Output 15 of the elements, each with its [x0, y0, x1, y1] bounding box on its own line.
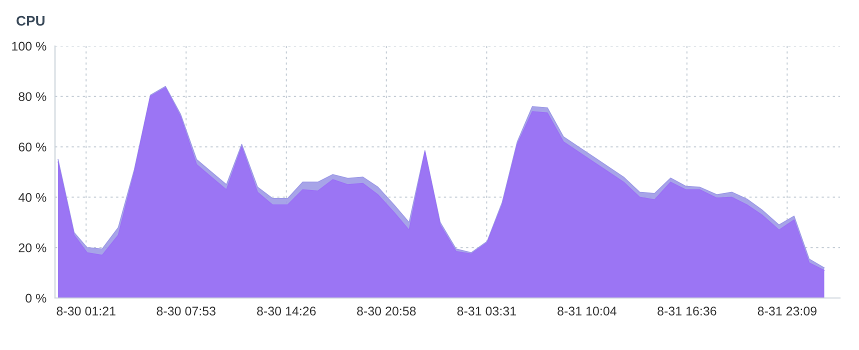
y-tick-label: 100 %	[12, 42, 46, 51]
x-tick-label: 8-30 14:26	[257, 306, 316, 316]
y-tick-label: 60 %	[18, 142, 46, 152]
x-tick-label: 8-31 03:31	[457, 306, 516, 316]
x-tick-label: 8-30 07:53	[156, 306, 216, 316]
y-tick-label: 40 %	[18, 193, 46, 202]
chart-title: CPU	[16, 16, 44, 26]
x-tick-label: 8-31 23:09	[758, 306, 816, 316]
y-tick-label: 0 %	[26, 294, 46, 303]
y-tick-label: 20 %	[18, 243, 46, 252]
x-tick-label: 8-31 16:36	[658, 306, 716, 316]
x-tick-label: 8-30 01:21	[56, 306, 116, 316]
x-tick-label: 8-30 20:58	[357, 306, 416, 316]
y-tick-label: 80 %	[18, 92, 46, 102]
x-tick-label: 8-31 10:04	[558, 306, 616, 316]
